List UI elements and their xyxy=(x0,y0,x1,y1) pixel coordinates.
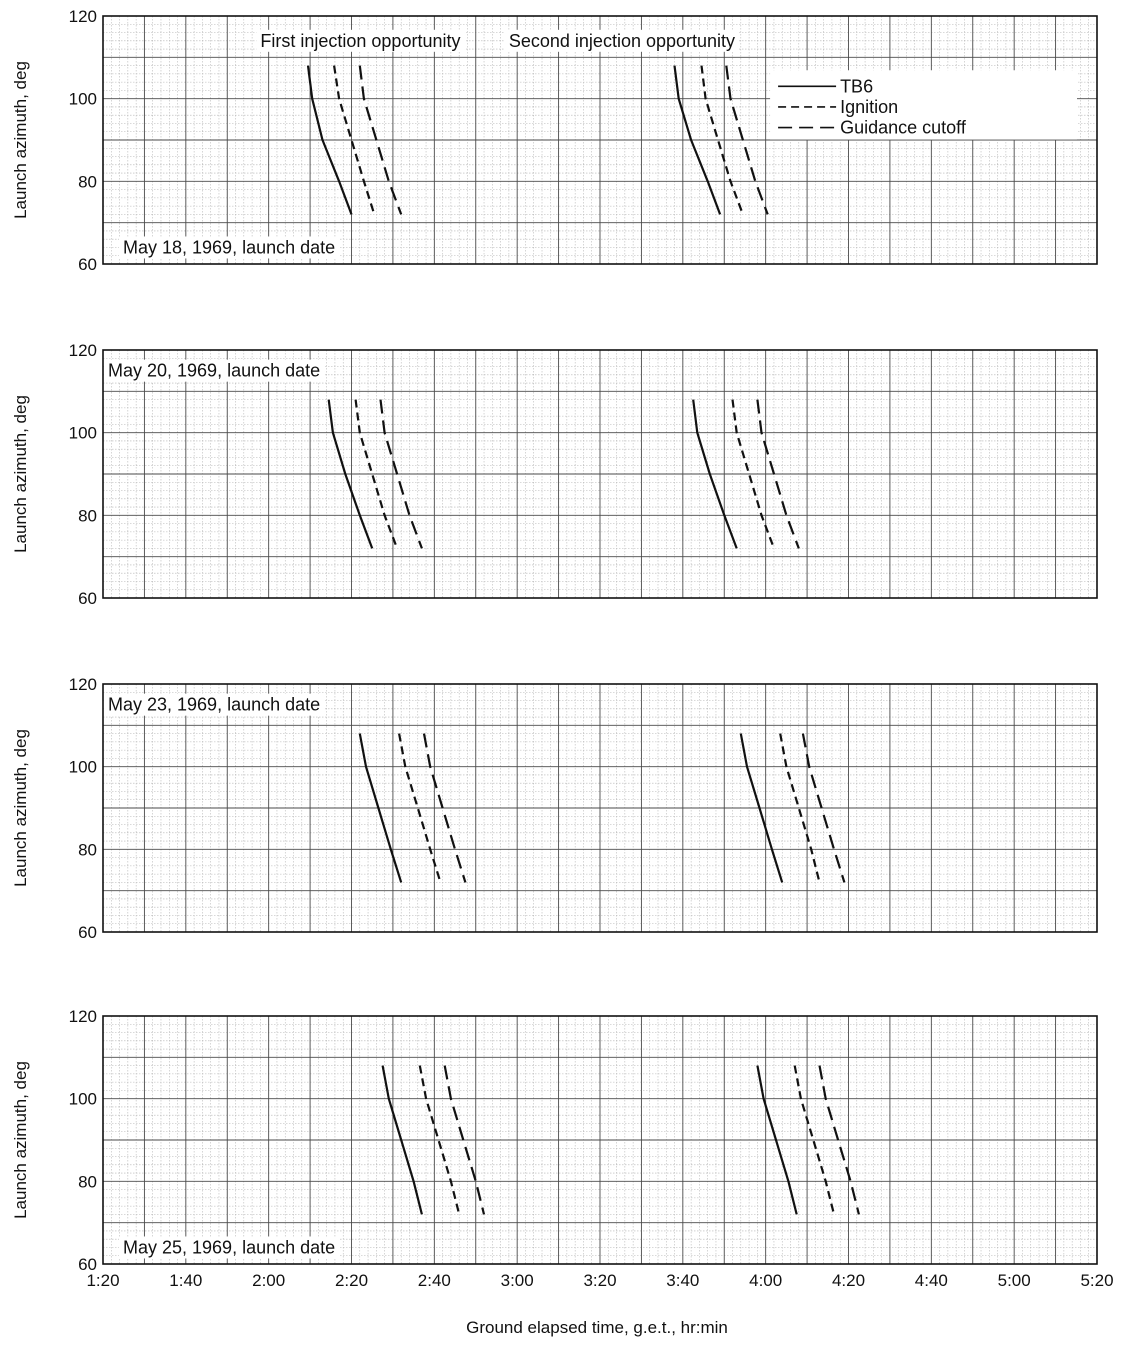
series-line xyxy=(731,399,776,549)
y-tick-label: 120 xyxy=(69,1007,97,1026)
series-line xyxy=(700,65,744,215)
series-line xyxy=(756,399,800,549)
series-line xyxy=(306,65,353,215)
x-tick-label: 5:20 xyxy=(1080,1271,1113,1290)
series-line xyxy=(725,65,769,215)
series-line xyxy=(801,733,846,883)
panel-title: May 25, 1969, launch date xyxy=(123,1237,335,1257)
y-tick-label: 60 xyxy=(78,923,97,942)
plot-frame xyxy=(102,349,1098,599)
series-line xyxy=(379,399,423,549)
series-line xyxy=(673,65,722,215)
panels-layer: 60 80 100 120 Launch azimuth, deg May 18, 196… xyxy=(11,7,1114,1290)
opportunity-label: Second injection opportunity xyxy=(509,31,735,51)
series-line xyxy=(358,65,403,215)
y-tick-label: 80 xyxy=(78,172,97,191)
chart-panel-3: 60 80 100 120 Launch azimuth, deg May 23, 196… xyxy=(11,675,1098,942)
y-axis-label: Launch azimuth, deg xyxy=(11,1061,30,1219)
x-tick-label: 2:00 xyxy=(252,1271,285,1290)
x-tick-label: 4:40 xyxy=(915,1271,948,1290)
series-line xyxy=(398,733,442,883)
panel-title-bg xyxy=(104,693,325,716)
series-line xyxy=(756,1065,798,1215)
plot-frame xyxy=(102,683,1098,933)
y-tick-label: 80 xyxy=(78,1172,97,1191)
panel-title-bg xyxy=(104,359,325,382)
x-tick-label: 3:00 xyxy=(501,1271,534,1290)
y-tick-label: 100 xyxy=(69,424,97,443)
series-line xyxy=(381,1065,423,1215)
opportunity-label-bg xyxy=(256,29,465,52)
panel-title-bg xyxy=(119,236,340,259)
panel-title: May 18, 1969, launch date xyxy=(123,237,335,257)
series-line xyxy=(739,733,784,883)
series-line xyxy=(418,1065,461,1215)
series-line xyxy=(793,1065,836,1215)
y-tick-label: 100 xyxy=(69,1090,97,1109)
y-tick-label: 100 xyxy=(69,758,97,777)
y-tick-label: 80 xyxy=(78,506,97,525)
series-line xyxy=(779,733,821,883)
y-tick-label: 60 xyxy=(78,589,97,608)
chart-panel-4: 60 80 100 120 Launch azimuth, deg May 25, 196… xyxy=(11,1007,1114,1290)
legend-label: TB6 xyxy=(840,76,873,96)
x-tick-label: 4:20 xyxy=(832,1271,865,1290)
x-tick-label: 4:00 xyxy=(749,1271,782,1290)
x-tick-label: 5:00 xyxy=(998,1271,1031,1290)
x-tick-label: 1:40 xyxy=(169,1271,202,1290)
y-tick-label: 120 xyxy=(69,341,97,360)
x-tick-label: 3:20 xyxy=(583,1271,616,1290)
series-line xyxy=(358,733,403,883)
x-tick-label: 3:40 xyxy=(666,1271,699,1290)
x-tick-label: 2:40 xyxy=(418,1271,451,1290)
series-line xyxy=(422,733,467,883)
y-axis-label: Launch azimuth, deg xyxy=(11,61,30,219)
x-axis-label: Ground elapsed time, g.e.t., hr:min xyxy=(466,1318,728,1337)
panel-title-bg xyxy=(119,1236,340,1259)
panel-title: May 23, 1969, launch date xyxy=(108,695,320,715)
series-line xyxy=(354,399,399,549)
legend-label: Guidance cutoff xyxy=(840,118,967,138)
y-axis-label: Launch azimuth, deg xyxy=(11,729,30,887)
y-tick-label: 120 xyxy=(69,675,97,694)
series-line xyxy=(818,1065,860,1215)
plot-frame xyxy=(102,1015,1098,1265)
opportunity-label: First injection opportunity xyxy=(260,31,460,51)
major-grid xyxy=(102,683,1098,933)
y-tick-label: 120 xyxy=(69,7,97,26)
chart-panel-1: 60 80 100 120 Launch azimuth, deg May 18, 196… xyxy=(11,7,1098,274)
y-tick-label: 100 xyxy=(69,90,97,109)
y-axis-label: Launch azimuth, deg xyxy=(11,395,30,553)
series-line xyxy=(327,399,374,549)
y-tick-label: 60 xyxy=(78,255,97,274)
y-tick-label: 60 xyxy=(78,1255,97,1274)
opportunity-label-bg xyxy=(504,29,740,52)
chart-panel-2: 60 80 100 120 Launch azimuth, deg May 20, 196… xyxy=(11,341,1098,608)
legend-label: Ignition xyxy=(840,97,898,117)
plot-frame xyxy=(102,15,1098,265)
panel-title: May 20, 1969, launch date xyxy=(108,361,320,381)
series-line xyxy=(692,399,738,549)
x-tick-label: 1:20 xyxy=(86,1271,119,1290)
y-tick-label: 80 xyxy=(78,840,97,859)
series-line xyxy=(443,1065,486,1215)
x-tick-label: 2:20 xyxy=(335,1271,368,1290)
series-line xyxy=(333,65,376,215)
